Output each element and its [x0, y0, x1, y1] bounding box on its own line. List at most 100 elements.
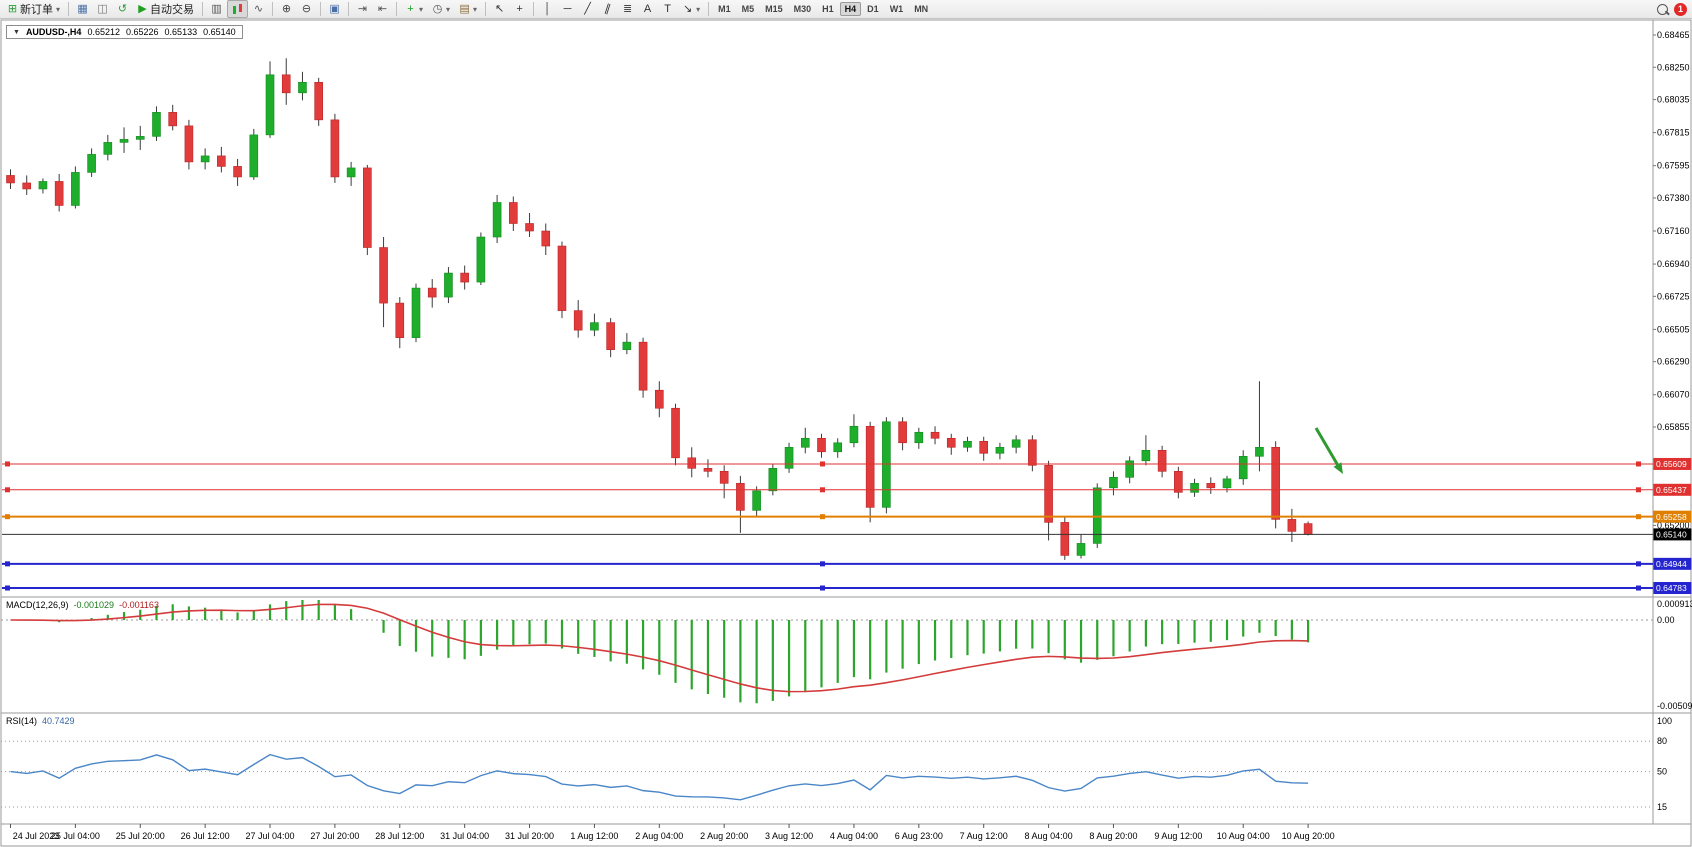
arrows-icon: ↘ — [682, 3, 693, 15]
timeframe-m15[interactable]: M15 — [765, 4, 783, 14]
svg-text:31 Jul 20:00: 31 Jul 20:00 — [505, 831, 554, 841]
timeframe-w1[interactable]: W1 — [889, 4, 904, 14]
vertical-line-button[interactable]: │ — [538, 0, 557, 18]
bar-chart-button[interactable]: ▥ — [207, 0, 226, 18]
periods-button[interactable]: ◷ ▾ — [428, 0, 454, 18]
auto-scroll-icon: ⇥ — [357, 3, 368, 15]
rsi-indicator-label: RSI(14) 40.7429 — [6, 716, 75, 726]
svg-text:0.66725: 0.66725 — [1657, 291, 1690, 301]
macd-value-signal: -0.001163 — [119, 600, 159, 610]
chevron-down-icon: ▾ — [696, 4, 701, 14]
toolbar-right: 1 — [1657, 2, 1689, 16]
rsi-axis[interactable]: 100 80 50 15 — [1657, 716, 1672, 812]
refresh-button[interactable]: ↺ — [113, 0, 132, 18]
timeframe-m5[interactable]: M5 — [741, 4, 755, 14]
toolbar-separator — [202, 2, 204, 16]
svg-text:50: 50 — [1657, 767, 1667, 777]
horizontal-line-icon: ─ — [563, 3, 572, 15]
timeframe-h1[interactable]: H1 — [822, 4, 834, 14]
svg-text:31 Jul 04:00: 31 Jul 04:00 — [440, 831, 489, 841]
svg-text:0.68035: 0.68035 — [1657, 95, 1690, 105]
cursor-icon: ↖ — [494, 3, 505, 15]
new-order-button[interactable]: ⊞ 新订单 ▾ — [3, 0, 64, 18]
svg-text:0.66290: 0.66290 — [1657, 357, 1690, 367]
one-click-collapse-icon[interactable]: ▼ — [13, 28, 20, 36]
svg-text:0.65140: 0.65140 — [1656, 530, 1687, 540]
svg-text:0.67595: 0.67595 — [1657, 161, 1690, 171]
chart-shift-icon: ⇤ — [377, 3, 388, 15]
charts-icon: ▦ — [77, 3, 88, 15]
toolbar-separator — [485, 2, 487, 16]
text-icon: A — [643, 3, 652, 15]
svg-text:2 Aug 04:00: 2 Aug 04:00 — [635, 831, 683, 841]
new-order-label: 新订单 — [20, 4, 53, 16]
timeframe-m30[interactable]: M30 — [793, 4, 812, 14]
svg-text:6 Aug 23:00: 6 Aug 23:00 — [895, 831, 943, 841]
timeframe-mn[interactable]: MN — [914, 4, 929, 14]
candlestick-chart-button[interactable] — [227, 0, 249, 18]
templates-icon: ▤ — [459, 3, 470, 15]
toolbar-separator — [68, 2, 70, 16]
autotrading-button[interactable]: ▶ 自动交易 — [133, 0, 198, 18]
cursor-button[interactable]: ↖ — [490, 0, 509, 18]
refresh-icon: ↺ — [117, 3, 128, 15]
zoom-out-button[interactable]: ⊖ — [297, 0, 316, 18]
chart-shift-button[interactable]: ⇤ — [373, 0, 392, 18]
macd-signal-line — [10, 603, 1309, 693]
svg-text:15: 15 — [1657, 802, 1667, 812]
svg-text:2 Aug 20:00: 2 Aug 20:00 — [700, 831, 748, 841]
vertical-line-icon: │ — [544, 3, 551, 15]
svg-text:0.66070: 0.66070 — [1657, 390, 1690, 400]
zoom-in-button[interactable]: ⊕ — [277, 0, 296, 18]
svg-text:0.65609: 0.65609 — [1656, 459, 1687, 469]
svg-text:7 Aug 12:00: 7 Aug 12:00 — [960, 831, 1008, 841]
horizontal-lines[interactable] — [2, 461, 1653, 591]
timeframe-d1[interactable]: D1 — [867, 4, 879, 14]
macd-histogram — [25, 600, 1310, 704]
chart-title-box[interactable]: ▼ AUDUSD-,H4 0.65212 0.65226 0.65133 0.6… — [6, 25, 243, 39]
templates-button[interactable]: ▤ ▾ — [455, 0, 481, 18]
crosshair-button[interactable]: + — [510, 0, 529, 18]
fibonacci-button[interactable]: ≣ — [618, 0, 637, 18]
periods-icon: ◷ — [432, 3, 443, 15]
toolbar-separator — [533, 2, 535, 16]
zoom-in-icon: ⊕ — [281, 3, 292, 15]
svg-text:27 Jul 04:00: 27 Jul 04:00 — [245, 831, 294, 841]
arrows-button[interactable]: ↘ ▾ — [678, 0, 704, 18]
timeframe-h4[interactable]: H4 — [839, 2, 862, 16]
toolbar-separator — [272, 2, 274, 16]
svg-text:0.67160: 0.67160 — [1657, 226, 1690, 236]
auto-scroll-button[interactable]: ⇥ — [353, 0, 372, 18]
text-button[interactable]: A — [638, 0, 657, 18]
svg-text:0.65200: 0.65200 — [1657, 520, 1690, 530]
svg-text:0.64783: 0.64783 — [1656, 583, 1687, 593]
macd-axis[interactable]: 0.000913 0.00 -0.005093 — [1657, 599, 1692, 711]
notification-badge[interactable]: 1 — [1674, 2, 1687, 16]
svg-text:0.68250: 0.68250 — [1657, 62, 1690, 72]
timeframe-m1[interactable]: M1 — [718, 4, 731, 14]
indicators-button[interactable]: + ▾ — [401, 0, 427, 18]
trend-arrow-annotation[interactable] — [1314, 427, 1343, 474]
price-axis[interactable]: 0.68465 0.68250 0.68035 0.67815 0.67595 0.673… — [1653, 30, 1692, 595]
svg-text:0.64944: 0.64944 — [1656, 559, 1687, 569]
autotrading-icon: ▶ — [138, 3, 147, 15]
macd-indicator-label: MACD(12,26,9) -0.001029 -0.001163 — [6, 600, 159, 610]
profiles-button[interactable]: ◫ — [93, 0, 112, 18]
label-button[interactable]: T — [658, 0, 677, 18]
toolbar-separator — [348, 2, 350, 16]
tile-windows-button[interactable]: ▣ — [325, 0, 344, 18]
svg-text:27 Jul 20:00: 27 Jul 20:00 — [310, 831, 359, 841]
toolbar-separator — [708, 2, 710, 16]
svg-text:25 Jul 20:00: 25 Jul 20:00 — [116, 831, 165, 841]
charts-button[interactable]: ▦ — [73, 0, 92, 18]
toolbar-separator — [396, 2, 398, 16]
search-icon[interactable] — [1657, 3, 1668, 15]
indicators-icon: + — [407, 3, 414, 15]
trendline-button[interactable]: ╱ — [578, 0, 597, 18]
ohlc-high: 0.65226 — [126, 27, 159, 37]
line-chart-button[interactable]: ∿ — [249, 0, 268, 18]
crosshair-icon: + — [516, 3, 523, 15]
horizontal-line-button[interactable]: ─ — [558, 0, 577, 18]
